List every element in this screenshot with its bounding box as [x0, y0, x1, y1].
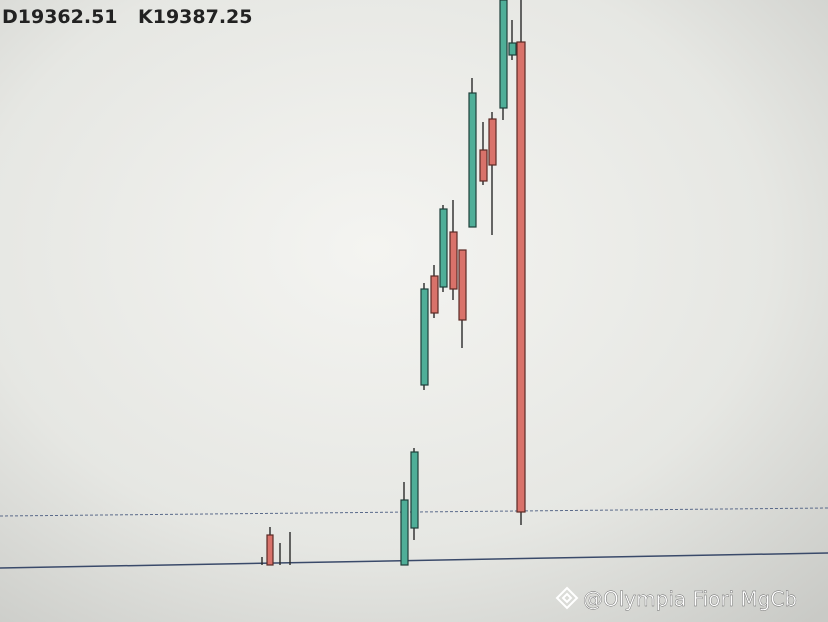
close-label: K19387.25 — [138, 6, 252, 28]
open-label: D19362.51 — [2, 6, 118, 28]
price-line — [0, 507, 828, 517]
candles — [261, 0, 526, 566]
watermark: @Olympia Fiori MgCb — [583, 587, 797, 611]
watermark-icon — [555, 586, 579, 610]
axis-line — [0, 552, 828, 569]
